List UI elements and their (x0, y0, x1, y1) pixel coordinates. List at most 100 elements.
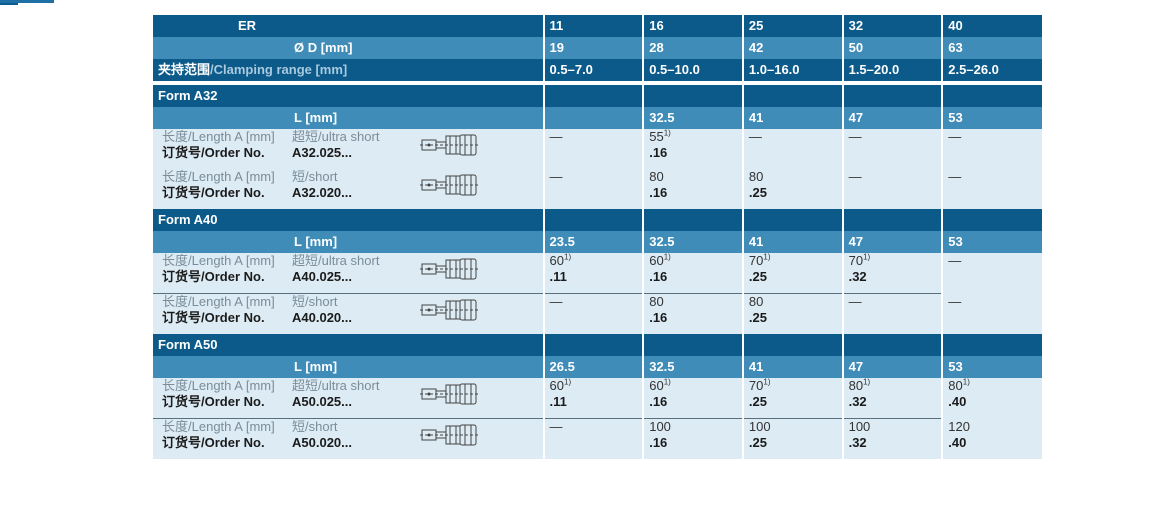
value-cell: 100.16 (642, 418, 743, 459)
holder-row: 长度/Length A [mm] 订货号/Order No. 超短/ultra sh… (153, 253, 1042, 294)
length-value: 60 (549, 253, 564, 268)
value-cell: — (542, 418, 644, 459)
order-label-cn: 订货号 (162, 394, 202, 409)
collet-holder-icon (420, 299, 478, 321)
holder-row: 长度/Length A [mm] 订货号/Order No. 超短/ultra sh… (153, 378, 1042, 419)
clamping-range-label-cn: 夹持范围 (158, 62, 211, 77)
order-number: A50.025... (292, 394, 352, 409)
form-title-row: Form A32 (153, 85, 1042, 107)
holder-type: 短/short A40.020... (292, 294, 352, 326)
empty-cell (741, 85, 843, 107)
row-labels: 长度/Length A [mm] 订货号/Order No. (162, 253, 275, 285)
value-cell: — (542, 169, 644, 209)
value-cell: — (741, 129, 843, 169)
order-suffix: .25 (748, 185, 767, 200)
form-title-row: Form A50 (153, 334, 1042, 356)
empty-cell (642, 85, 743, 107)
length-label-en: /Length A [mm] (188, 253, 275, 268)
holder-type: 超短/ultra short A50.025... (292, 378, 379, 410)
l-value: 47 (841, 107, 943, 129)
diameter-value: 42 (741, 37, 843, 59)
collet-holder-icon (420, 258, 478, 280)
order-suffix: .32 (848, 435, 867, 450)
empty-cell (542, 85, 644, 107)
footnote-marker: 1) (763, 378, 771, 387)
length-value: — (549, 129, 563, 144)
holder-type: 短/short A50.020... (292, 419, 352, 451)
value-cell: — (941, 129, 1042, 169)
type-cn: 超短 (292, 129, 319, 144)
l-length-row: L [mm] 23.5 32.5 41 47 53 (153, 231, 1042, 253)
order-suffix: .16 (649, 394, 668, 409)
l-value: 41 (741, 107, 843, 129)
section-gap (153, 81, 1042, 85)
length-value: — (848, 294, 862, 309)
order-number: A40.025... (292, 269, 352, 284)
type-en: /short (305, 169, 338, 184)
collet-spec-table: ER 11 16 25 32 40 Ø D [mm] 19 28 42 50 6… (153, 15, 1042, 459)
length-label-en: /Length A [mm] (188, 129, 275, 144)
empty-cell (642, 334, 743, 356)
l-value: 32.5 (642, 356, 743, 378)
length-label-cn: 长度 (162, 253, 189, 268)
type-en: /ultra short (318, 129, 380, 144)
length-label-cn: 长度 (162, 419, 189, 434)
value-cell: — (841, 169, 943, 209)
length-value: — (948, 129, 962, 144)
length-value: — (948, 253, 962, 268)
value-cell: — (841, 293, 943, 334)
order-suffix: .16 (649, 145, 668, 160)
footnote-marker: 1) (863, 253, 871, 262)
diameter-value: 50 (841, 37, 943, 59)
length-value: 60 (649, 253, 664, 268)
order-label-en: /Order No. (201, 185, 265, 200)
er-value: 16 (642, 15, 743, 37)
er-value: 32 (841, 15, 943, 37)
value-cell: 701) .32 (841, 253, 943, 294)
order-suffix: .16 (649, 435, 668, 450)
length-value: 70 (748, 378, 764, 393)
length-label-cn: 长度 (162, 169, 189, 184)
order-label-cn: 订货号 (162, 310, 202, 325)
length-value: 80 (948, 378, 963, 393)
diameter-value: 19 (542, 37, 644, 59)
corner-rule (0, 0, 54, 3)
holder-type: 超短/ultra short A40.025... (292, 253, 379, 285)
l-value: 53 (941, 107, 1042, 129)
l-label: L [mm] (294, 110, 338, 125)
value-cell: — (941, 293, 1042, 334)
length-value: 100 (748, 419, 771, 434)
length-label-en: /Length A [mm] (188, 378, 275, 393)
value-cell: — (941, 253, 1042, 294)
value-cell: 601) .11 (542, 253, 644, 294)
order-suffix: .40 (948, 394, 967, 409)
length-value: — (948, 293, 962, 309)
collet-holder-icon (420, 424, 478, 446)
form-title: Form A40 (153, 209, 544, 231)
diameter-value: 63 (941, 37, 1042, 59)
footnote-marker: 1) (564, 253, 572, 262)
length-value: 120 (948, 418, 970, 434)
value-cell: 100.25 (741, 418, 843, 459)
l-length-row: L [mm] 26.5 32.5 41 47 53 (153, 356, 1042, 378)
footnote-marker: 1) (962, 378, 970, 387)
clamping-range-value: 1.5–20.0 (841, 59, 943, 81)
er-value: 40 (941, 15, 1042, 37)
order-suffix: .16 (649, 185, 668, 200)
value-cell: — (941, 169, 1042, 209)
value-cell: 801) .40 (941, 378, 1042, 419)
empty-cell (841, 334, 943, 356)
type-en: /short (305, 294, 338, 309)
length-value: — (848, 129, 862, 144)
footnote-marker: 1) (863, 378, 871, 387)
clamping-range-label-en: /Clamping range [mm] (210, 62, 348, 77)
order-number: A50.020... (292, 435, 352, 450)
l-value: 53 (941, 356, 1042, 378)
l-value: 23.5 (542, 231, 644, 253)
order-label-en: /Order No. (201, 435, 265, 450)
footnote-marker: 1) (564, 378, 572, 387)
collet-holder-icon (420, 383, 478, 405)
length-value: 100 (848, 419, 871, 434)
length-value: 70 (848, 253, 864, 268)
length-value: 55 (649, 129, 664, 144)
